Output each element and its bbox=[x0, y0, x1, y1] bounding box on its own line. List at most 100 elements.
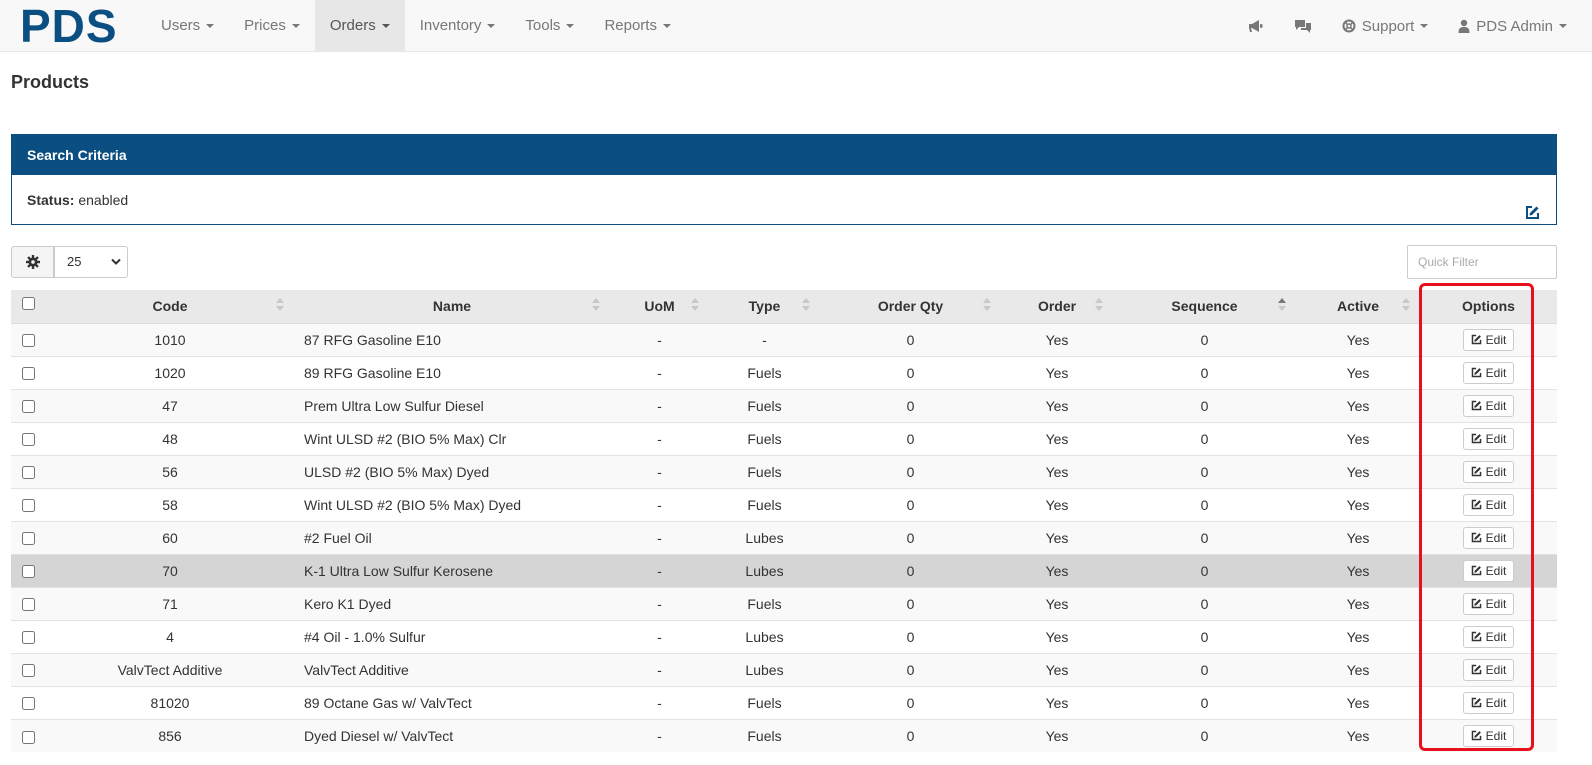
edit-button[interactable]: Edit bbox=[1462, 427, 1515, 450]
column-header-order[interactable]: Order bbox=[1001, 290, 1113, 324]
nav-orders-menu[interactable]: Orders bbox=[314, 0, 405, 52]
cell-order-qty: 0 bbox=[820, 586, 1001, 620]
table-row[interactable]: 1020 89 RFG Gasoline E10- Fuels 0 Yes 0 Yes Edi… bbox=[11, 355, 1557, 389]
nav-tools-menu[interactable]: Tools bbox=[510, 0, 589, 52]
nav-item-label: Users bbox=[161, 17, 201, 34]
edit-button[interactable]: Edit bbox=[1462, 658, 1515, 681]
cell-options: Edit bbox=[1420, 652, 1557, 686]
row-checkbox[interactable] bbox=[22, 466, 35, 480]
row-checkbox[interactable] bbox=[22, 400, 35, 414]
table-row[interactable]: 56 ULSD #2 (BIO 5% Max) Dyed - Fuels 0 Yes 0 Ye… bbox=[11, 454, 1557, 488]
row-checkbox[interactable] bbox=[22, 565, 35, 579]
user-menu[interactable]: PDS Admin bbox=[1443, 0, 1582, 52]
chevron-down-icon bbox=[487, 24, 496, 29]
nav-prices-menu[interactable]: Prices bbox=[229, 0, 315, 52]
row-select-cell bbox=[11, 322, 46, 356]
edit-button[interactable]: Edit bbox=[1462, 493, 1515, 516]
cell-type: Lubes bbox=[709, 652, 820, 686]
announcements-button[interactable] bbox=[1233, 0, 1279, 52]
cell-code: 81020 bbox=[46, 685, 294, 719]
row-checkbox[interactable] bbox=[22, 664, 35, 678]
cell-active: Yes bbox=[1296, 388, 1420, 422]
row-checkbox[interactable] bbox=[22, 532, 35, 546]
table-row[interactable]: 4 #4 Oil - 1.0% Sulfur - Lubes 0 Yes 0 Yes Edit bbox=[11, 619, 1557, 653]
row-checkbox[interactable] bbox=[22, 367, 35, 381]
edit-button[interactable]: Edit bbox=[1462, 328, 1515, 351]
table-row[interactable]: 81020 89 Octane Gas w/ ValvTect - Fuels 0 Yes… bbox=[11, 685, 1557, 719]
table-row[interactable]: 1010 87 RFG Gasoline E10- -0 Yes 0 Yes Edit bbox=[11, 322, 1557, 356]
search-criteria-heading: Search Criteria bbox=[12, 135, 1556, 175]
status-label: Status: bbox=[27, 192, 75, 208]
edit-criteria-button[interactable] bbox=[1525, 190, 1540, 240]
edit-button[interactable]: Edit bbox=[1462, 526, 1515, 549]
edit-icon bbox=[1471, 466, 1481, 477]
cell-name: 87 RFG Gasoline E10 bbox=[294, 322, 610, 356]
table-row[interactable]: ValvTect Additive ValvTect Additive - Lubes… bbox=[11, 652, 1557, 686]
select-all-checkbox[interactable] bbox=[22, 297, 35, 311]
row-checkbox[interactable] bbox=[22, 598, 35, 612]
nav-reports-menu[interactable]: Reports bbox=[589, 0, 686, 52]
row-checkbox[interactable] bbox=[22, 697, 35, 711]
cell-name: #2 Fuel Oil bbox=[294, 520, 610, 554]
cell-order-qty: 0 bbox=[820, 652, 1001, 686]
edit-button[interactable]: Edit bbox=[1462, 394, 1515, 417]
edit-label: Edit bbox=[1485, 530, 1507, 545]
cell-order: Yes bbox=[1001, 685, 1113, 719]
row-checkbox[interactable] bbox=[22, 499, 35, 513]
row-checkbox[interactable] bbox=[22, 334, 35, 348]
edit-button[interactable]: Edit bbox=[1462, 724, 1515, 747]
table-row[interactable]: 58 Wint ULSD #2 (BIO 5% Max) Dyed - Fuels 0 Y… bbox=[11, 487, 1557, 521]
table-settings-button[interactable] bbox=[11, 246, 54, 278]
column-header-sequence[interactable]: Sequence bbox=[1113, 290, 1296, 324]
table-row[interactable]: 71 Kero K1 Dyed - Fuels 0 Yes 0 Yes Edit bbox=[11, 586, 1557, 620]
edit-button[interactable]: Edit bbox=[1462, 460, 1515, 483]
cell-order: Yes bbox=[1001, 553, 1113, 587]
messages-button[interactable] bbox=[1279, 0, 1327, 52]
table-row[interactable]: 856 Dyed Diesel w/ ValvTect - Fuels 0 Yes 0 Yes… bbox=[11, 718, 1557, 752]
row-checkbox[interactable] bbox=[22, 433, 35, 447]
cell-code: 47 bbox=[46, 388, 294, 422]
nav-item-label: Reports bbox=[604, 17, 657, 34]
table-row[interactable]: 47 Prem Ultra Low Sulfur Diesel - Fuels 0 Yes… bbox=[11, 388, 1557, 422]
page-size-select[interactable]: 25 bbox=[54, 246, 128, 278]
row-checkbox[interactable] bbox=[22, 730, 35, 744]
cell-name: Dyed Diesel w/ ValvTect bbox=[294, 718, 610, 752]
cell-order-qty: 0 bbox=[820, 355, 1001, 389]
sort-icon bbox=[1095, 298, 1103, 314]
support-menu[interactable]: Support bbox=[1327, 0, 1444, 52]
cell-uom: - bbox=[610, 421, 709, 455]
nav-item-label: Prices bbox=[244, 17, 286, 34]
edit-button[interactable]: Edit bbox=[1462, 625, 1515, 648]
top-navbar: PDS Users Prices Orders Inventory Tools Repor… bbox=[0, 0, 1592, 52]
quick-filter-input[interactable] bbox=[1407, 245, 1557, 279]
column-header-active[interactable]: Active bbox=[1296, 290, 1420, 324]
table-row[interactable]: 48 Wint ULSD #2 (BIO 5% Max) Clr - Fuels 0 Ye… bbox=[11, 421, 1557, 455]
column-header-type[interactable]: Type bbox=[709, 290, 820, 324]
row-select-cell bbox=[11, 520, 46, 554]
cell-type: Fuels bbox=[709, 388, 820, 422]
nav-users-menu[interactable]: Users bbox=[146, 0, 229, 52]
column-header-code[interactable]: Code bbox=[46, 290, 294, 324]
cell-code: 60 bbox=[46, 520, 294, 554]
row-select-cell bbox=[11, 487, 46, 521]
row-checkbox[interactable] bbox=[22, 631, 35, 645]
edit-label: Edit bbox=[1485, 332, 1507, 347]
cell-options: Edit bbox=[1420, 487, 1557, 521]
cell-order-qty: 0 bbox=[820, 421, 1001, 455]
edit-button[interactable]: Edit bbox=[1462, 559, 1515, 582]
edit-button[interactable]: Edit bbox=[1462, 592, 1515, 615]
column-header-order-qty[interactable]: Order Qty bbox=[820, 290, 1001, 324]
column-header-uom[interactable]: UoM bbox=[610, 290, 709, 324]
brand-logo[interactable]: PDS bbox=[20, 0, 118, 52]
cell-sequence: 0 bbox=[1113, 718, 1296, 752]
edit-button[interactable]: Edit bbox=[1462, 361, 1515, 384]
table-row[interactable]: 70 K-1 Ultra Low Sulfur Kerosene - Lubes 0 Ye… bbox=[11, 553, 1557, 587]
cell-name: Prem Ultra Low Sulfur Diesel bbox=[294, 388, 610, 422]
search-criteria-panel: Search Criteria Status: enabled bbox=[11, 134, 1557, 225]
cell-active: Yes bbox=[1296, 586, 1420, 620]
table-row[interactable]: 60 #2 Fuel Oil - Lubes 0 Yes 0 Yes Edit bbox=[11, 520, 1557, 554]
nav-inventory-menu[interactable]: Inventory bbox=[405, 0, 511, 52]
cell-sequence: 0 bbox=[1113, 619, 1296, 653]
edit-button[interactable]: Edit bbox=[1462, 691, 1515, 714]
column-header-name[interactable]: Name bbox=[294, 290, 610, 324]
